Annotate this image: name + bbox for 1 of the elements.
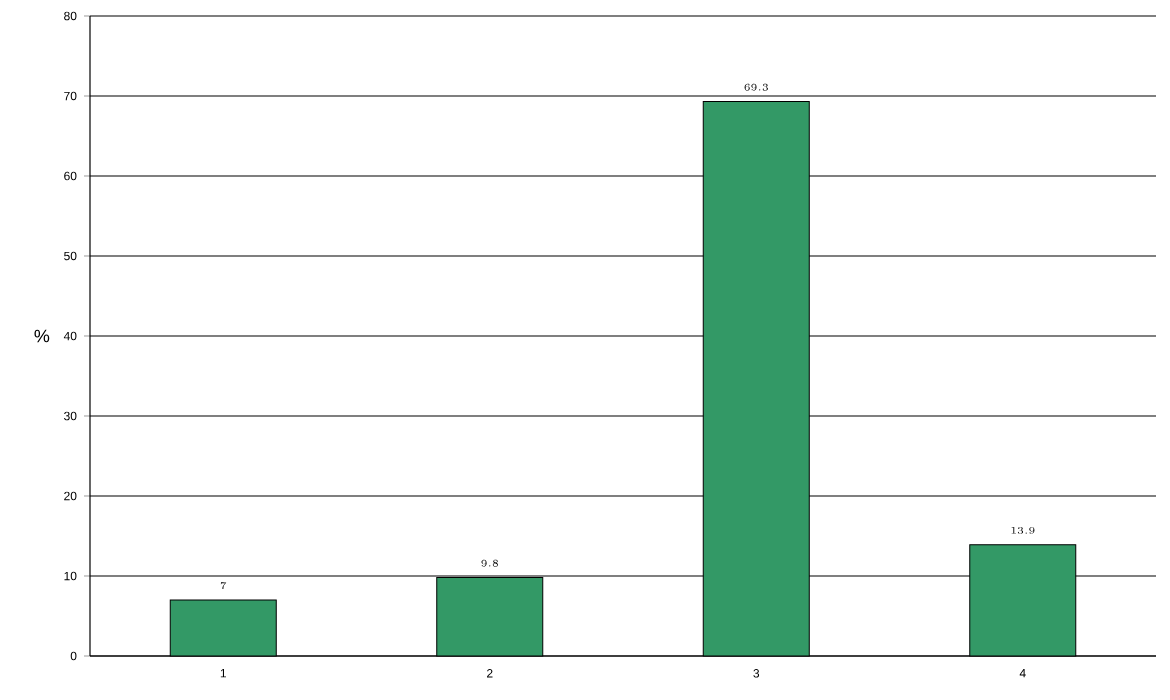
y-axis-title: % — [34, 329, 50, 343]
